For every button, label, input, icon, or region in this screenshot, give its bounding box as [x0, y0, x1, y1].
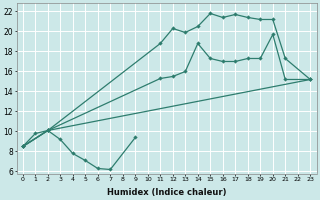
X-axis label: Humidex (Indice chaleur): Humidex (Indice chaleur) [107, 188, 226, 197]
